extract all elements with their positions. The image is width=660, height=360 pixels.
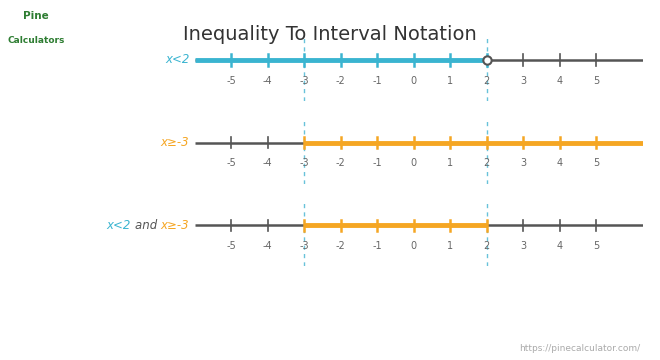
Text: Calculators: Calculators — [8, 36, 65, 45]
Text: -4: -4 — [263, 241, 273, 251]
Text: Inequality To Interval Notation: Inequality To Interval Notation — [183, 25, 477, 44]
Text: -3: -3 — [300, 76, 309, 86]
Text: -2: -2 — [336, 76, 346, 86]
Text: 3: 3 — [520, 76, 526, 86]
Text: 4: 4 — [556, 76, 562, 86]
Text: 4: 4 — [556, 158, 562, 168]
Text: Pine: Pine — [23, 11, 50, 21]
Text: -4: -4 — [263, 76, 273, 86]
Text: 2: 2 — [484, 241, 490, 251]
Text: https://pinecalculator.com/: https://pinecalculator.com/ — [519, 344, 640, 353]
Text: 0: 0 — [411, 158, 416, 168]
Text: -1: -1 — [372, 76, 382, 86]
Text: x<2: x<2 — [165, 53, 189, 66]
Text: -1: -1 — [372, 158, 382, 168]
Text: 3: 3 — [520, 158, 526, 168]
Text: 5: 5 — [593, 76, 599, 86]
Text: x≥-3: x≥-3 — [161, 219, 189, 232]
Text: 1: 1 — [447, 158, 453, 168]
Text: -1: -1 — [372, 241, 382, 251]
Text: 3: 3 — [520, 241, 526, 251]
Text: -5: -5 — [226, 76, 236, 86]
Text: -5: -5 — [226, 241, 236, 251]
Text: -4: -4 — [263, 158, 273, 168]
Text: 4: 4 — [556, 241, 562, 251]
Text: -2: -2 — [336, 241, 346, 251]
Text: -5: -5 — [226, 158, 236, 168]
Text: 2: 2 — [484, 158, 490, 168]
Text: 1: 1 — [447, 76, 453, 86]
Text: and: and — [135, 219, 161, 232]
Text: -3: -3 — [300, 158, 309, 168]
Text: 0: 0 — [411, 76, 416, 86]
Text: x≥-3: x≥-3 — [161, 136, 189, 149]
Text: -2: -2 — [336, 158, 346, 168]
Text: 2: 2 — [484, 76, 490, 86]
Text: -3: -3 — [300, 241, 309, 251]
Text: 5: 5 — [593, 241, 599, 251]
Text: 0: 0 — [411, 241, 416, 251]
Text: 5: 5 — [593, 158, 599, 168]
Text: 1: 1 — [447, 241, 453, 251]
Text: x<2: x<2 — [107, 219, 135, 232]
